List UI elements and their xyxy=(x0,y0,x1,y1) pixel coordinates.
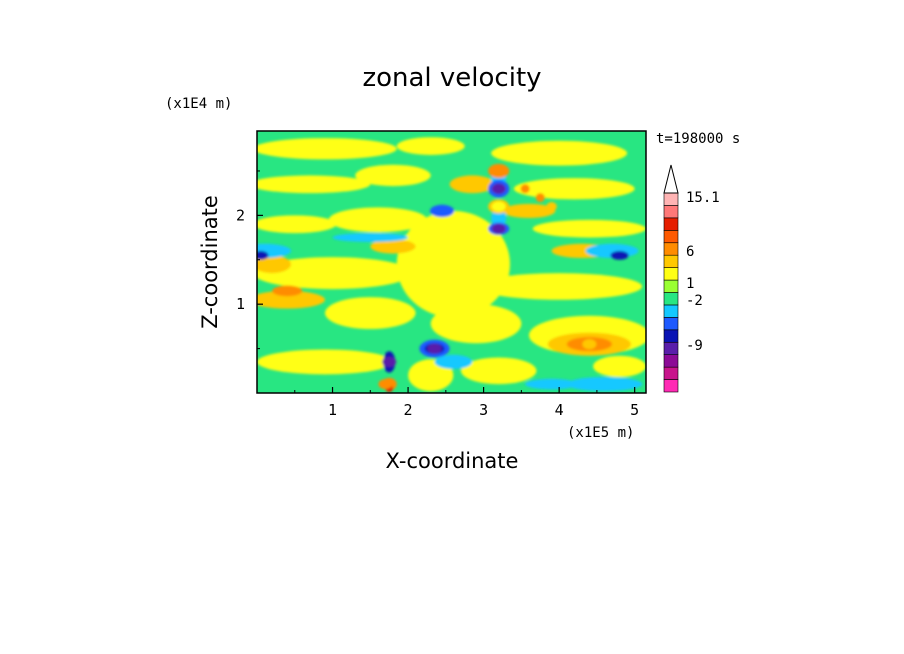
colorbar-label: 6 xyxy=(686,244,694,260)
contour-patch xyxy=(324,297,416,330)
blue-core-lower xyxy=(427,343,442,354)
contour-patch xyxy=(257,349,393,375)
contour-patch xyxy=(257,215,337,234)
x-tick-label: 2 xyxy=(404,401,413,419)
contour-patch xyxy=(476,273,643,300)
colorbar-label: 1 xyxy=(686,276,694,292)
colorbar-level xyxy=(663,292,679,306)
colorbar: 15.1 6 1-2 -9 xyxy=(663,164,720,393)
contour-patch xyxy=(546,202,557,211)
colorbar-level xyxy=(663,242,679,256)
chart-title: zonal velocity xyxy=(362,63,541,93)
contour-patch xyxy=(532,219,646,238)
x-tick-label: 4 xyxy=(555,401,564,419)
contour-patch xyxy=(328,207,427,233)
colorbar-level xyxy=(663,354,679,368)
colorbar-label: -9 xyxy=(686,338,703,354)
colorbar-arrow xyxy=(663,164,679,194)
contour-patch xyxy=(257,255,291,274)
contour-patch xyxy=(520,184,530,194)
contour-patch xyxy=(460,357,537,385)
contour-patch xyxy=(430,304,522,344)
orange-core-right xyxy=(582,339,597,350)
contour-patch xyxy=(257,175,371,194)
contour-patch xyxy=(449,175,495,194)
contour-patch xyxy=(332,233,409,243)
contour-patch xyxy=(535,193,545,203)
colorbar-level xyxy=(663,254,679,268)
x-axis-title: X-coordinate xyxy=(386,449,519,473)
y-unit-label: (x1E4 m) xyxy=(165,96,232,112)
colorbar-level xyxy=(663,366,679,380)
y-axis: 12 xyxy=(236,170,263,350)
colorbar-level xyxy=(663,230,679,244)
x-tick-label: 1 xyxy=(328,401,337,419)
contour-patch xyxy=(434,354,473,370)
colorbar-level xyxy=(663,192,679,206)
blue-core-1 xyxy=(491,183,506,194)
contour-patch xyxy=(502,203,556,219)
colorbar-label: -2 xyxy=(686,293,703,309)
contour-patch xyxy=(610,250,629,260)
colorbar-level xyxy=(663,267,679,281)
contour-patch xyxy=(566,377,643,392)
y-tick-label: 1 xyxy=(236,295,245,313)
contour-patch xyxy=(396,137,465,155)
orange-core-mid xyxy=(491,201,506,212)
blue-core-left xyxy=(435,205,450,216)
colorbar-level xyxy=(663,205,679,219)
x-tick-label: 5 xyxy=(630,401,639,419)
contour-patch xyxy=(513,178,635,200)
colorbar-level xyxy=(663,379,679,393)
contour-patch xyxy=(370,239,416,254)
contour-patch xyxy=(272,285,303,297)
y-tick-label: 2 xyxy=(236,206,245,224)
contour-patch xyxy=(355,164,431,187)
orange-core-high xyxy=(491,165,506,176)
contour-patch xyxy=(593,355,646,378)
contour-patch xyxy=(525,378,579,390)
y-axis-title: Z-coordinate xyxy=(198,195,222,329)
contour-patch xyxy=(257,250,269,260)
plot-frame xyxy=(256,130,647,394)
time-label: t=198000 s xyxy=(656,131,740,147)
x-unit-label: (x1E5 m) xyxy=(567,425,634,441)
contour-patch xyxy=(257,257,412,290)
blue-core-2 xyxy=(491,223,506,234)
x-tick-label: 3 xyxy=(479,401,488,419)
contour-patch xyxy=(257,290,325,309)
contour-patch xyxy=(491,209,507,227)
colorbar-level xyxy=(663,304,679,318)
colorbar-level xyxy=(663,279,679,293)
colorbar-level xyxy=(663,329,679,343)
colorbar-level xyxy=(663,317,679,331)
contour-patch xyxy=(491,140,628,166)
blue-core-surface xyxy=(382,356,397,367)
x-axis: 1 2 3 4 5 xyxy=(294,387,639,419)
orange-core-surface xyxy=(378,379,393,390)
colorbar-label: 15.1 xyxy=(686,190,720,206)
colorbar-level xyxy=(663,341,679,355)
colorbar-level xyxy=(663,217,679,231)
contour-patch xyxy=(257,138,397,160)
heatmap-field xyxy=(257,131,646,393)
